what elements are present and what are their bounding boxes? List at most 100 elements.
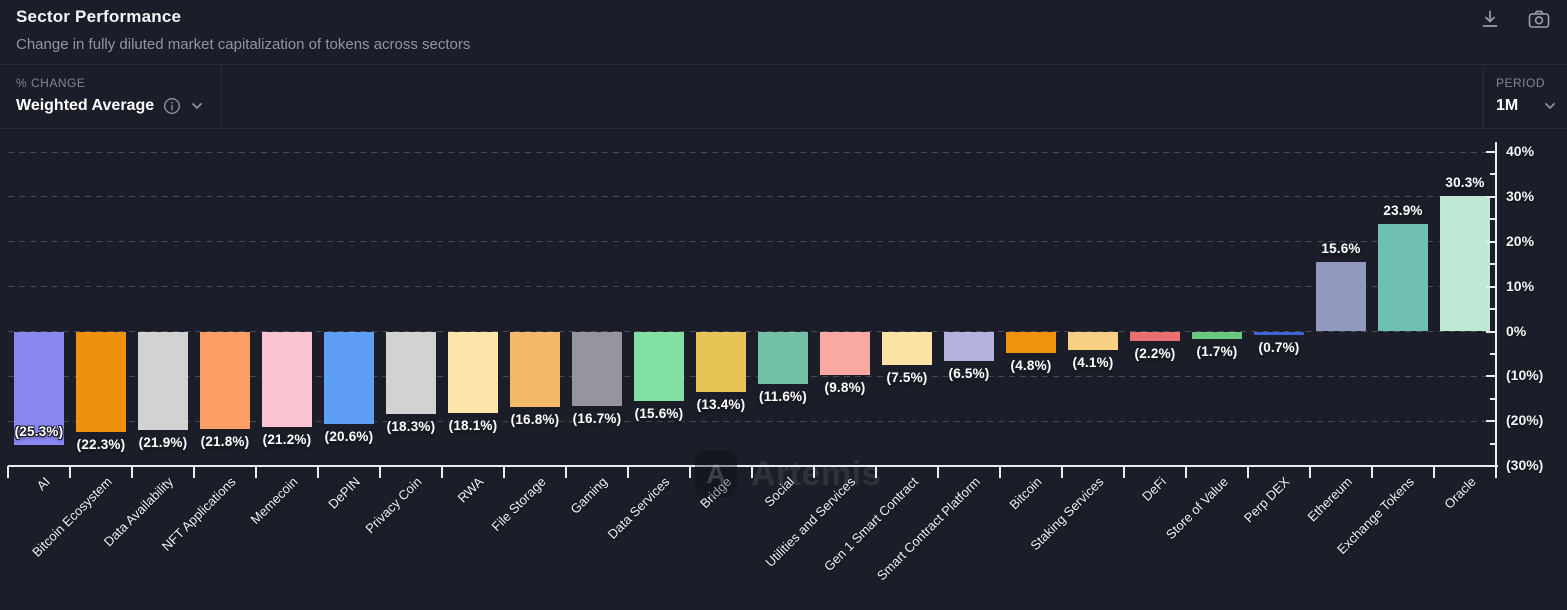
x-axis-tick <box>317 466 319 479</box>
x-label-defi: DeFi <box>1138 474 1169 505</box>
x-label-privacy-coin: Privacy Coin <box>362 474 425 537</box>
value-label-bridge: (13.4%) <box>696 396 746 412</box>
bar-smart-contract-platform[interactable] <box>944 331 994 361</box>
bar-gen-1-smart-contract[interactable] <box>882 331 932 366</box>
bar-rwa[interactable] <box>448 331 498 413</box>
control-bar: % CHANGE Weighted Average PERIOD 1M <box>0 64 1567 129</box>
bar-exchange-tokens[interactable] <box>1378 224 1428 332</box>
metric-dropdown[interactable]: % CHANGE Weighted Average <box>0 65 222 128</box>
bar-perp-dex[interactable] <box>1254 331 1304 335</box>
bar-bitcoin-ecosystem[interactable] <box>76 331 126 432</box>
value-label-store-of-value: (1.7%) <box>1196 344 1238 360</box>
x-label-bitcoin: Bitcoin <box>1006 474 1045 513</box>
x-axis-tick <box>193 466 195 479</box>
x-label-ethereum: Ethereum <box>1304 474 1355 525</box>
bar-ethereum[interactable] <box>1316 261 1366 332</box>
x-axis-tick <box>1433 466 1435 479</box>
bar-defi[interactable] <box>1130 331 1180 342</box>
x-label-gaming: Gaming <box>567 474 611 517</box>
x-label-depin: DePIN <box>324 474 363 512</box>
bar-depin[interactable] <box>324 331 374 424</box>
bar-gaming[interactable] <box>572 331 622 407</box>
chevron-down-icon <box>190 99 204 113</box>
value-label-oracle: 30.3% <box>1445 174 1485 190</box>
value-label-utilities-and-services: (9.8%) <box>824 380 866 396</box>
page-subtitle: Change in fully diluted market capitaliz… <box>16 36 471 53</box>
value-label-social: (11.6%) <box>759 388 807 404</box>
bar-bitcoin[interactable] <box>1006 331 1056 354</box>
camera-icon <box>1527 10 1551 33</box>
value-label-bitcoin: (4.8%) <box>1010 358 1052 374</box>
bar-chart: A Artemis (25.3%) (22.3%) (21.9%) (21.8%) (2… <box>0 128 1567 610</box>
y-axis-major-tick <box>1486 151 1496 154</box>
y-axis-major-tick <box>1486 240 1496 243</box>
y-axis-major-tick <box>1486 285 1496 288</box>
bar-oracle[interactable] <box>1440 195 1490 332</box>
value-label-depin: (20.6%) <box>324 428 374 444</box>
bar-social[interactable] <box>758 331 808 384</box>
bar-memecoin[interactable] <box>262 331 312 427</box>
y-axis-minor-tick <box>1490 263 1496 266</box>
screenshot-button[interactable] <box>1525 6 1553 32</box>
bar-data-availability[interactable] <box>138 331 188 430</box>
download-button[interactable] <box>1477 6 1503 32</box>
watermark-text: Artemis <box>751 454 882 493</box>
x-label-oracle: Oracle <box>1440 474 1479 512</box>
y-axis-major-tick <box>1486 195 1496 198</box>
x-axis-tick <box>1495 466 1497 479</box>
info-icon[interactable] <box>163 97 181 115</box>
x-axis-tick <box>937 466 939 479</box>
y-label-10: (10%) <box>1506 367 1544 384</box>
x-axis-tick <box>813 466 815 479</box>
y-axis-minor-tick <box>1490 442 1496 445</box>
metric-label: % CHANGE <box>16 76 86 90</box>
y-axis-minor-tick <box>1490 173 1496 176</box>
bar-privacy-coin[interactable] <box>386 331 436 414</box>
value-label-defi: (2.2%) <box>1134 346 1176 362</box>
value-label-nft-applications: (21.8%) <box>200 434 250 450</box>
y-axis-major-tick <box>1486 420 1496 423</box>
y-axis-minor-tick <box>1490 352 1496 355</box>
x-axis-tick <box>255 466 257 479</box>
x-axis-tick <box>441 466 443 479</box>
bar-utilities-and-services[interactable] <box>820 331 870 376</box>
bar-bridge[interactable] <box>696 331 746 392</box>
value-label-data-availability: (21.9%) <box>138 434 188 450</box>
bar-data-services[interactable] <box>634 331 684 402</box>
x-label-bridge: Bridge <box>697 474 735 512</box>
bar-store-of-value[interactable] <box>1192 331 1242 340</box>
y-axis-major-tick <box>1486 465 1496 468</box>
value-label-gaming: (16.7%) <box>572 411 622 427</box>
x-axis-tick <box>689 466 691 479</box>
period-label: PERIOD <box>1496 76 1546 90</box>
value-label-privacy-coin: (18.3%) <box>386 418 436 434</box>
page-title: Sector Performance <box>16 7 182 26</box>
bar-nft-applications[interactable] <box>200 331 250 430</box>
bar-ai[interactable] <box>14 331 64 445</box>
value-label-smart-contract-platform: (6.5%) <box>948 365 990 381</box>
x-label-social: Social <box>760 474 797 510</box>
bar-file-storage[interactable] <box>510 331 560 407</box>
value-label-ai: (25.3%) <box>14 423 64 439</box>
value-label-bitcoin-ecosystem: (22.3%) <box>76 436 126 452</box>
y-label-30: (30%) <box>1506 457 1544 474</box>
y-label-20: (20%) <box>1506 412 1544 429</box>
gridline-0 <box>8 331 1496 332</box>
period-dropdown[interactable]: PERIOD 1M <box>1483 65 1567 128</box>
value-label-exchange-tokens: 23.9% <box>1383 203 1423 219</box>
x-axis-tick <box>131 466 133 479</box>
value-label-perp-dex: (0.7%) <box>1258 339 1300 355</box>
y-label-40: 40% <box>1506 143 1535 160</box>
x-label-store-of-value: Store of Value <box>1162 474 1231 543</box>
gridline-40 <box>8 151 1496 153</box>
x-axis-tick <box>565 466 567 479</box>
x-axis-tick <box>1247 466 1249 479</box>
period-value: 1M <box>1496 97 1519 114</box>
x-axis-tick <box>627 466 629 479</box>
y-axis-major-tick <box>1486 375 1496 378</box>
header-actions <box>1477 6 1553 32</box>
bar-staking-services[interactable] <box>1068 331 1118 350</box>
x-label-file-storage: File Storage <box>488 474 549 535</box>
x-label-perp-dex: Perp DEX <box>1241 474 1293 526</box>
